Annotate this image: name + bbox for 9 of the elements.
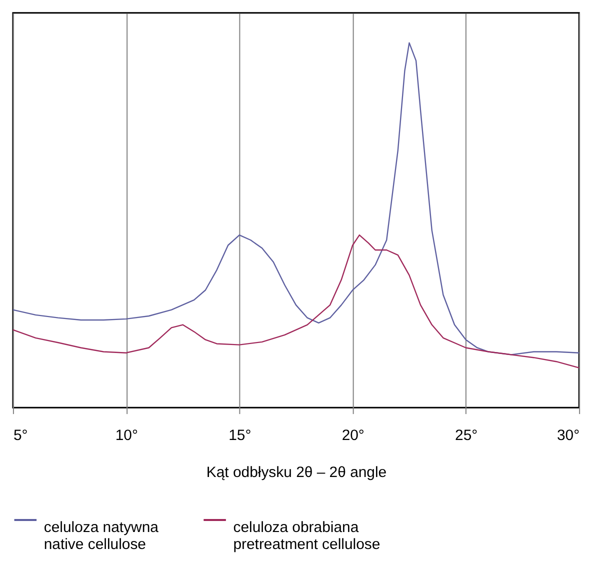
x-tick-label: 20°: [342, 426, 364, 444]
x-tick-label: 5°: [13, 426, 28, 444]
legend-label: celuloza natywna native cellulose: [44, 518, 160, 553]
legend-label: celuloza obrabiana pretreatment cellulose: [233, 518, 380, 553]
x-axis-title: Kąt odbłysku 2θ – 2θ angle: [206, 464, 387, 481]
x-tick-label: 15°: [228, 426, 252, 444]
x-tick-label: 10°: [115, 426, 138, 444]
x-tick-label: 25°: [455, 426, 478, 444]
x-tick-label: 30°: [556, 426, 580, 444]
